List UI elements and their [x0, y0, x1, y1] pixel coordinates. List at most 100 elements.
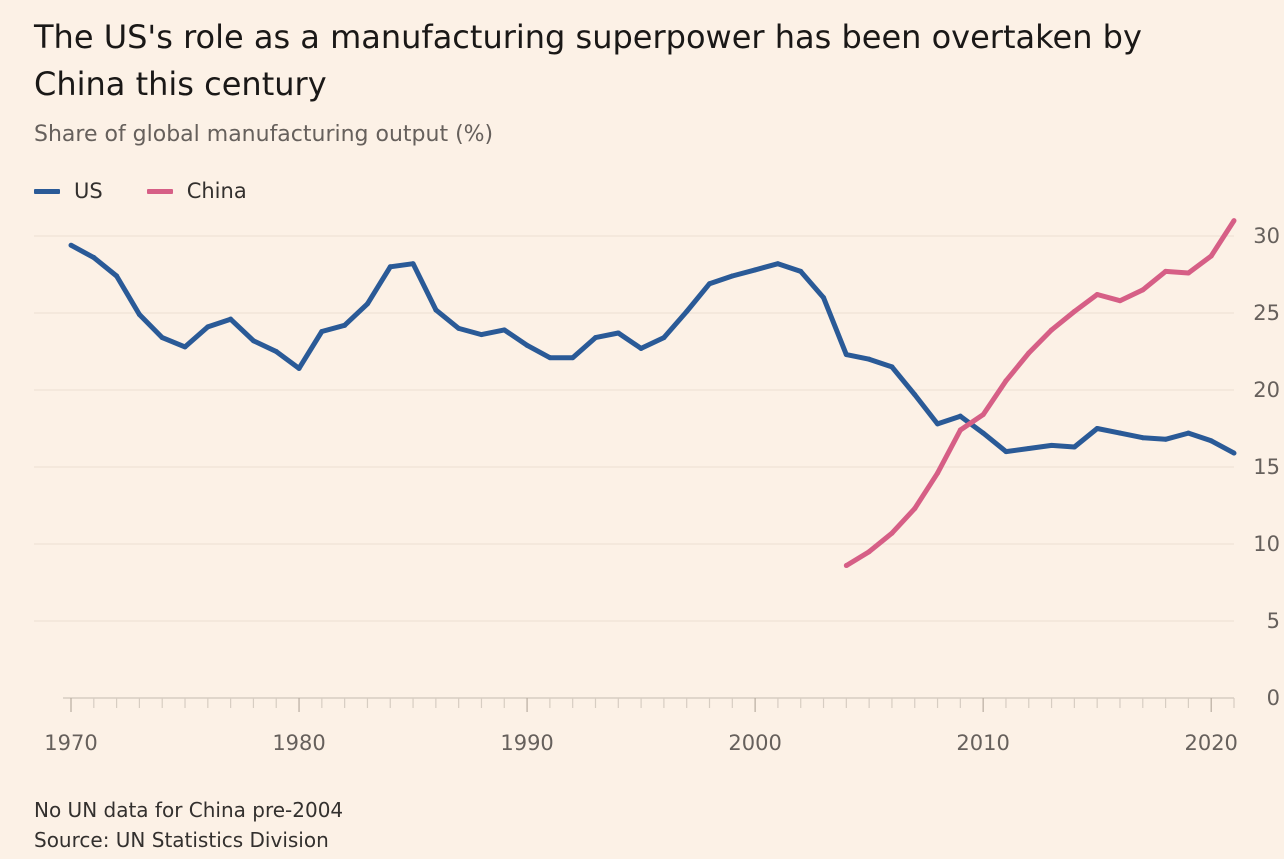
point-china: [1094, 292, 1100, 298]
point-china: [1140, 287, 1146, 293]
point-us: [1231, 450, 1237, 456]
point-china: [935, 470, 941, 476]
y-axis: 0 5 10 15 20 25 30: [1253, 224, 1280, 710]
point-us: [912, 392, 918, 398]
point-us: [319, 328, 325, 334]
point-us: [1049, 442, 1055, 448]
y-tick-label: 10: [1253, 532, 1280, 556]
point-us: [547, 355, 553, 361]
point-us: [775, 261, 781, 267]
point-us: [273, 349, 279, 354]
legend-swatch-china: [146, 188, 173, 194]
x-tick-label: 1980: [272, 731, 325, 755]
line-us: [69, 243, 1236, 456]
point-us: [889, 364, 895, 370]
x-tick-label: 2010: [956, 731, 1009, 755]
series-lines: [68, 218, 1237, 569]
point-us: [1117, 430, 1123, 436]
footnote: No UN data for China pre-2004 Source: UN…: [34, 795, 343, 855]
y-tick-label: 5: [1267, 609, 1280, 633]
footnote-note: No UN data for China pre-2004: [34, 798, 344, 822]
point-china: [1003, 378, 1009, 384]
y-tick-label: 30: [1253, 224, 1280, 248]
point-us: [182, 344, 188, 350]
point-us: [1208, 438, 1214, 444]
point-us: [661, 335, 667, 341]
x-tick-label: 2020: [1184, 731, 1237, 755]
point-us: [592, 335, 598, 341]
point-china: [866, 549, 872, 555]
point-us: [136, 312, 142, 318]
x-tick-label: 2000: [728, 731, 781, 755]
y-tick-label: 15: [1253, 455, 1280, 479]
legend-label-us: US: [74, 179, 103, 203]
point-us: [570, 355, 576, 361]
point-china: [1231, 218, 1237, 224]
point-us: [114, 273, 120, 279]
point-us: [478, 332, 484, 338]
point-us: [342, 322, 348, 328]
point-us: [501, 327, 507, 333]
point-us: [638, 345, 644, 351]
point-us: [980, 430, 986, 436]
legend: US China: [34, 176, 291, 206]
point-us: [364, 301, 370, 307]
point-china: [912, 506, 918, 512]
point-us: [1026, 446, 1032, 452]
point-china: [1026, 350, 1032, 356]
point-us: [615, 330, 621, 336]
gridlines: [34, 235, 1234, 622]
line-chart: 1970 1980 1990 2000 2010 2020 0 5 10 15 20 25 30: [34, 218, 1280, 755]
point-us: [1071, 444, 1077, 450]
point-china: [1117, 298, 1123, 304]
chart-subtitle: Share of global manufacturing output (%): [34, 122, 494, 147]
point-us: [250, 338, 256, 344]
point-china: [980, 412, 986, 418]
point-us: [524, 342, 530, 348]
point-us: [935, 421, 941, 427]
point-china: [1049, 327, 1055, 333]
point-us: [205, 324, 211, 330]
point-us: [1003, 449, 1009, 455]
chart-title: The US's role as a manufacturing superpo…: [34, 18, 1142, 103]
legend-item-us: US: [34, 179, 103, 203]
series-us: [68, 242, 1237, 456]
point-us: [752, 267, 758, 273]
point-us: [433, 307, 439, 313]
line-china: [844, 219, 1237, 568]
point-us: [957, 413, 963, 419]
point-us: [684, 308, 690, 314]
point-us: [1163, 436, 1169, 442]
point-china: [1071, 308, 1077, 314]
x-tick-label: 1970: [44, 731, 97, 755]
point-us: [866, 356, 872, 362]
point-us: [707, 281, 713, 287]
footnote-source: Source: UN Statistics Division: [34, 828, 329, 852]
x-axis: 1970 1980 1990 2000 2010 2020: [44, 697, 1238, 755]
point-china: [1185, 270, 1191, 276]
legend-label-china: China: [186, 179, 247, 203]
point-us: [410, 261, 416, 267]
point-us: [456, 325, 462, 331]
point-us: [91, 255, 97, 261]
point-china: [1208, 253, 1214, 259]
point-us: [729, 273, 735, 279]
point-us: [68, 242, 74, 248]
point-us: [798, 268, 804, 274]
point-us: [1185, 430, 1191, 436]
point-us: [1140, 435, 1146, 441]
point-us: [1094, 426, 1100, 431]
legend-item-china: China: [146, 179, 247, 203]
point-china: [843, 563, 849, 569]
point-china: [889, 530, 895, 536]
point-us: [296, 365, 302, 371]
series-china: [843, 218, 1237, 569]
point-us: [159, 335, 165, 341]
y-tick-label: 25: [1253, 301, 1280, 325]
y-tick-label: 0: [1267, 686, 1280, 710]
point-china: [1163, 268, 1169, 274]
point-china: [957, 427, 963, 433]
point-us: [228, 316, 234, 322]
point-us: [843, 352, 849, 358]
legend-swatch-us: [34, 188, 60, 194]
